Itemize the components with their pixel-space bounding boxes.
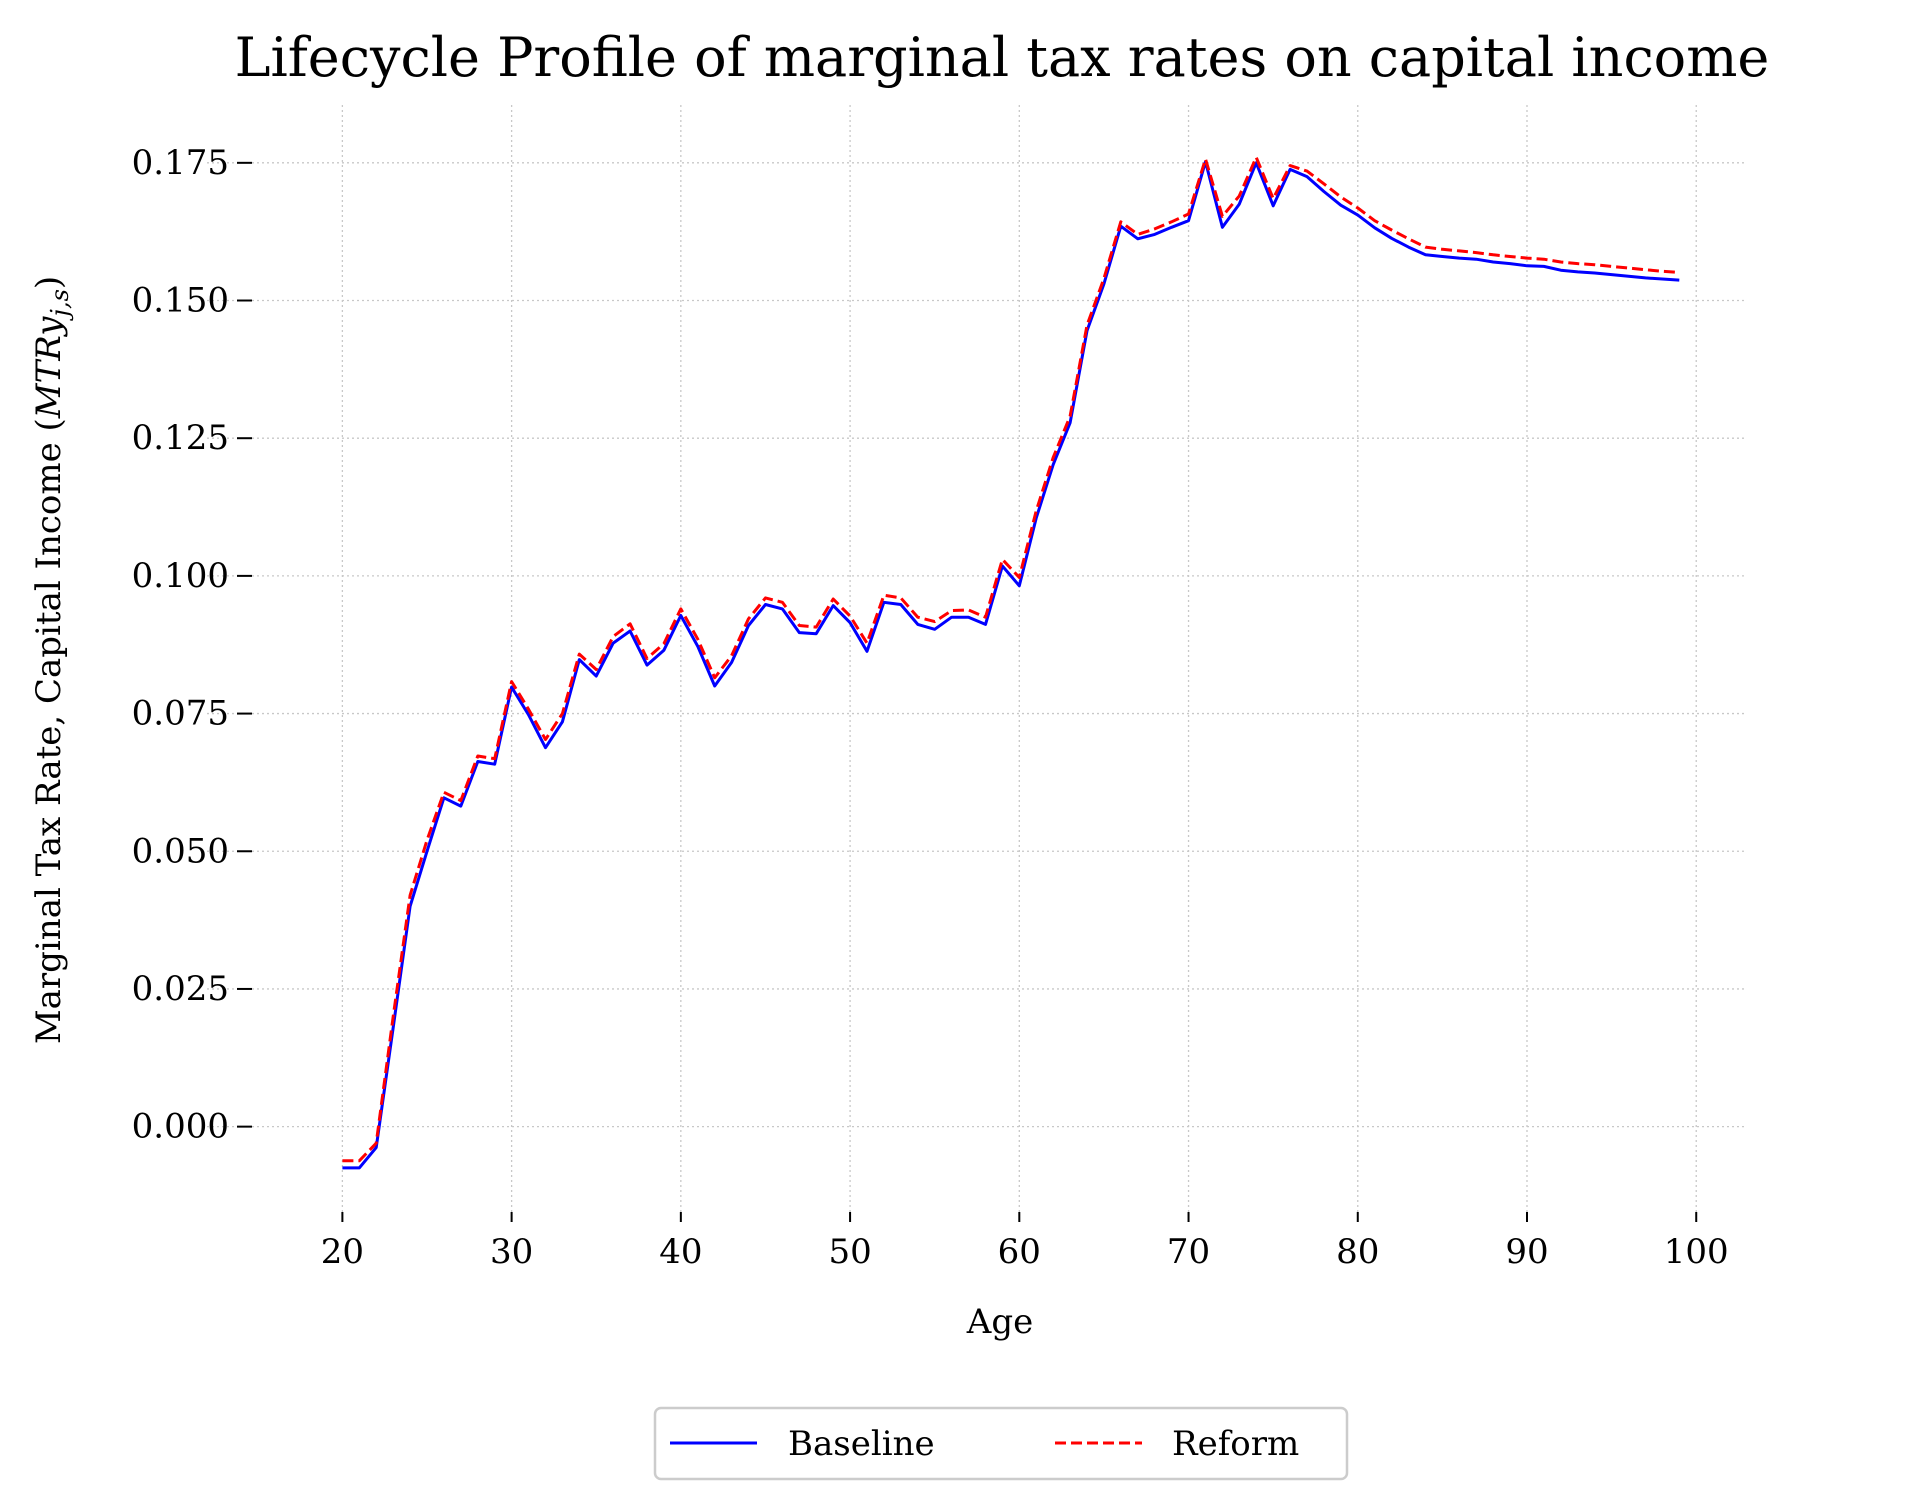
y-tick-label: 0.075 (132, 694, 229, 734)
legend-box (653, 1406, 1349, 1481)
y-axis-label: Marginal Tax Rate, Capital Income (MTRyj… (29, 276, 74, 1044)
x-tick-label: 100 (1664, 1232, 1729, 1272)
x-ticks: 20 30 40 50 60 70 80 90 100 (321, 1212, 1729, 1272)
series-layer (342, 155, 1680, 1170)
y-tick-label: 0.175 (132, 143, 229, 183)
y-tick-label: 0.100 (132, 556, 229, 596)
x-tick-label: 60 (998, 1232, 1041, 1272)
series-line-reform (342, 155, 1680, 1163)
y-tick-label: 0.000 (132, 1107, 229, 1147)
legend-label-baseline: Baseline (788, 1424, 935, 1464)
x-tick-label: 90 (1505, 1232, 1548, 1272)
x-tick-label: 70 (1167, 1232, 1210, 1272)
y-tick-label: 0.025 (132, 969, 229, 1009)
y-tick-label: 0.150 (132, 281, 229, 321)
series-line-baseline (342, 160, 1680, 1170)
x-axis-label: Age (966, 1302, 1033, 1342)
legend-label-reform: Reform (1172, 1424, 1299, 1464)
chart-title: Lifecycle Profile of marginal tax rates … (235, 26, 1770, 89)
y-tick-label: 0.125 (132, 418, 229, 458)
y-ticks: 0.000 0.025 0.050 0.075 0.100 0.125 0.150 0.175 (132, 143, 252, 1147)
x-tick-label: 50 (828, 1232, 871, 1272)
x-tick-label: 20 (321, 1232, 364, 1272)
grid (207, 105, 1747, 1212)
y-tick-label: 0.050 (132, 831, 229, 871)
legend: Baseline Reform (653, 1406, 1349, 1481)
x-tick-label: 40 (659, 1232, 702, 1272)
x-tick-label: 80 (1336, 1232, 1379, 1272)
x-tick-label: 30 (490, 1232, 533, 1272)
